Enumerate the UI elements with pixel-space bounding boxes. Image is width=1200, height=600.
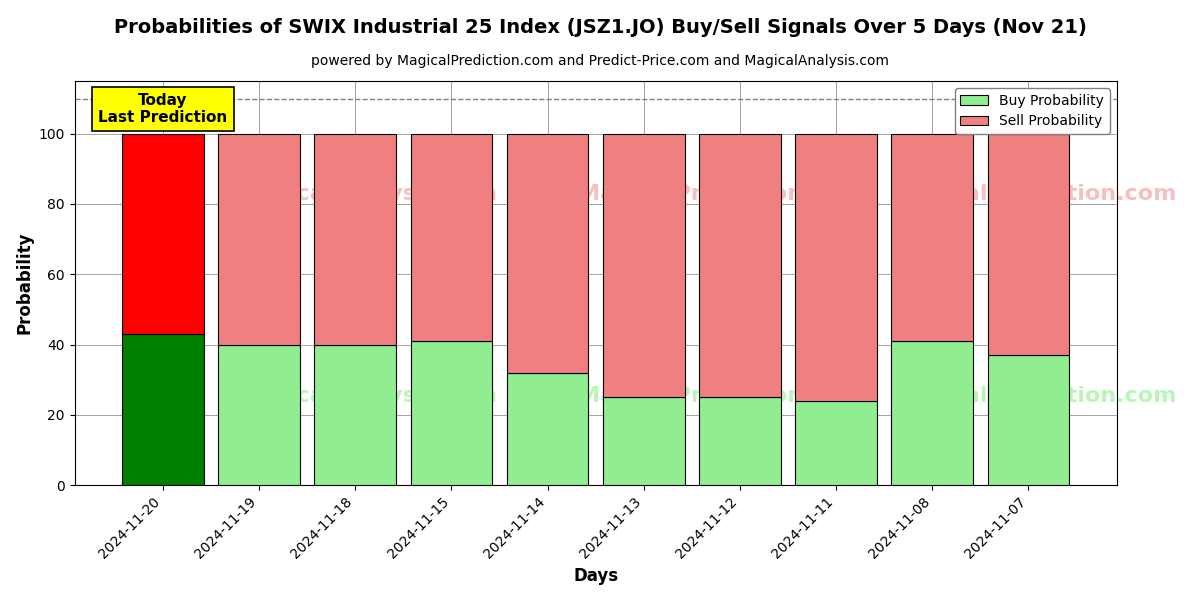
- Bar: [988, 355, 1069, 485]
- Text: Today
Last Prediction: Today Last Prediction: [98, 93, 228, 125]
- Text: MagicalPrediction.com: MagicalPrediction.com: [578, 184, 864, 204]
- Bar: [892, 341, 973, 485]
- Legend: Buy Probability, Sell Probability: Buy Probability, Sell Probability: [955, 88, 1110, 134]
- Bar: [602, 134, 685, 397]
- Bar: [506, 134, 588, 373]
- Bar: [314, 134, 396, 344]
- Y-axis label: Probability: Probability: [16, 232, 34, 334]
- Bar: [700, 397, 781, 485]
- Bar: [410, 134, 492, 341]
- Bar: [122, 134, 204, 334]
- Text: MagicalPrediction.com: MagicalPrediction.com: [890, 184, 1176, 204]
- Bar: [988, 134, 1069, 355]
- X-axis label: Days: Days: [574, 567, 618, 585]
- Bar: [700, 134, 781, 397]
- Text: powered by MagicalPrediction.com and Predict-Price.com and MagicalAnalysis.com: powered by MagicalPrediction.com and Pre…: [311, 54, 889, 68]
- Bar: [314, 344, 396, 485]
- Text: MagicalPrediction.com: MagicalPrediction.com: [578, 386, 864, 406]
- Bar: [602, 397, 685, 485]
- Text: MagicalAnalysis.com: MagicalAnalysis.com: [236, 184, 497, 204]
- Bar: [218, 344, 300, 485]
- Bar: [892, 134, 973, 341]
- Bar: [218, 134, 300, 344]
- Text: MagicalAnalysis.com: MagicalAnalysis.com: [236, 386, 497, 406]
- Text: MagicalPrediction.com: MagicalPrediction.com: [890, 386, 1176, 406]
- Text: Probabilities of SWIX Industrial 25 Index (JSZ1.JO) Buy/Sell Signals Over 5 Days: Probabilities of SWIX Industrial 25 Inde…: [114, 18, 1086, 37]
- Bar: [410, 341, 492, 485]
- Bar: [122, 334, 204, 485]
- Bar: [796, 401, 877, 485]
- Bar: [796, 134, 877, 401]
- Bar: [506, 373, 588, 485]
